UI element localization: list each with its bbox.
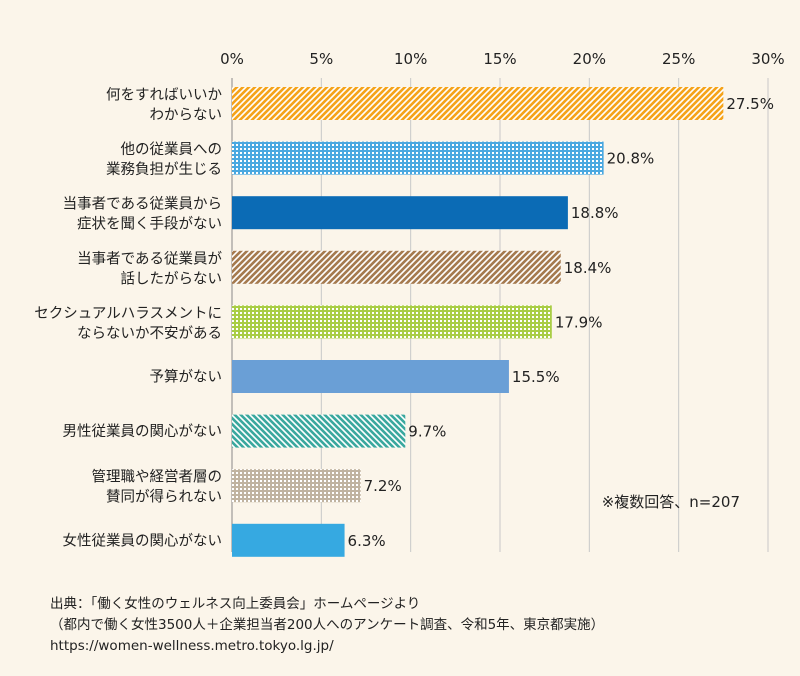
source-line-title: 出典：「働く女性のウェルネス向上委員会」ホームページより	[50, 596, 421, 612]
x-tick-label: 25%	[662, 50, 695, 68]
x-tick-label: 15%	[483, 50, 516, 68]
x-tick-label: 20%	[573, 50, 606, 68]
data-label: 7.2%	[364, 477, 402, 495]
source-link[interactable]: https://women-wellness.metro.tokyo.lg.jp…	[50, 638, 334, 654]
bar	[232, 250, 561, 284]
category-label: セクシュアルハラスメントにならないか不安がある	[34, 305, 222, 342]
bar	[232, 469, 361, 503]
bar	[232, 87, 724, 120]
category-label: 当事者である従業員から症状を聞く手段がない	[63, 196, 222, 233]
category-label: 男性従業員の関心がない	[63, 423, 223, 440]
category-label: 当事者である従業員が話したがらない	[77, 250, 222, 287]
category-label: 管理職や経営者層の賛同が得られない	[92, 469, 223, 506]
source-citation: 出典：「働く女性のウェルネス向上委員会」ホームページより （都内で働く女性350…	[50, 594, 604, 657]
data-label: 18.8%	[571, 204, 619, 222]
category-label: 他の従業員への業務負担が生じる	[106, 141, 222, 178]
data-label: 27.5%	[726, 95, 774, 113]
x-tick-label: 0%	[220, 50, 244, 68]
data-label: 17.9%	[555, 313, 603, 331]
data-label: 20.8%	[607, 150, 655, 168]
bar	[232, 141, 604, 175]
bar	[232, 523, 345, 557]
category-label: 何をすればいいかわからない	[106, 87, 222, 124]
category-label: 予算がない	[150, 369, 223, 386]
data-label: 9.7%	[408, 423, 446, 441]
sample-note: ※複数回答、n=207	[602, 493, 740, 511]
bar	[232, 414, 406, 448]
data-label: 15.5%	[512, 368, 560, 386]
x-tick-label: 5%	[309, 50, 333, 68]
source-line-detail: （都内で働く女性3500人＋企業担当者200人へのアンケート調査、令和5年、東京…	[50, 617, 605, 633]
category-label: 女性従業員の関心がない	[63, 531, 223, 549]
data-label: 18.4%	[564, 259, 612, 277]
bar	[232, 196, 568, 230]
x-tick-label: 10%	[394, 50, 427, 68]
x-tick-label: 30%	[751, 50, 784, 68]
bar	[232, 360, 509, 393]
bar-chart: 0% 5% 10% 15% 20% 25% 30% 何をすればいいかわからない他の従業員への…	[34, 50, 785, 557]
data-label: 6.3%	[348, 532, 386, 550]
bar	[232, 305, 552, 339]
